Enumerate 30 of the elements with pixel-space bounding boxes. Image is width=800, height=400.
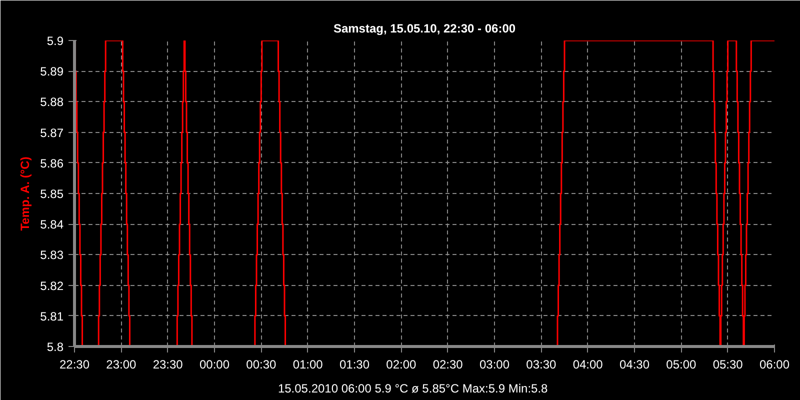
x-tick-label: 04:00: [572, 358, 604, 372]
text: 15.05.2010 06:00 5.9 °C ø 5.85°C Max:5.9 Min:5.8: [278, 382, 548, 396]
x-tick-label: 05:30: [712, 358, 744, 372]
y-tick-label: 5.9: [46, 34, 64, 48]
y-tick-label: 5.81: [40, 309, 64, 324]
y-tick-label: 5.8: [46, 340, 64, 354]
y-tick-label: 5.82: [40, 278, 64, 293]
x-tick-label: 02:00: [386, 358, 417, 372]
x-tick-label: 01:00: [292, 358, 324, 372]
x-tick-label: 03:30: [526, 358, 557, 372]
x-tick-label: 02:30: [432, 358, 464, 372]
x-tick-label: 22:30: [59, 358, 90, 372]
x-tick-label: 05:00: [666, 358, 697, 372]
chart-title: Samstag, 15.05.10, 22:30 - 06:00: [333, 22, 516, 36]
x-tick-label: 23:30: [152, 358, 184, 372]
y-axis-title: Temp. A. (°C): [18, 156, 32, 231]
y-tick-label: 5.87: [40, 126, 64, 140]
x-tick-label: 04:30: [619, 358, 650, 372]
x-tick-label: 06:00: [759, 358, 790, 372]
x-tick-label: 00:00: [199, 358, 230, 372]
y-tick-label: 5.84: [40, 218, 64, 232]
y-tick-label: 5.83: [40, 248, 64, 262]
y-tick-label: 5.86: [40, 156, 64, 170]
x-tick-label: 23:00: [106, 358, 137, 372]
x-tick-label: 00:30: [246, 358, 277, 372]
x-tick-label: 01:30: [339, 358, 370, 372]
y-tick-label: 5.88: [40, 95, 64, 110]
y-tick-label: 5.85: [40, 187, 64, 201]
y-tick-label: 5.89: [40, 64, 64, 79]
x-tick-label: 03:00: [479, 358, 510, 372]
